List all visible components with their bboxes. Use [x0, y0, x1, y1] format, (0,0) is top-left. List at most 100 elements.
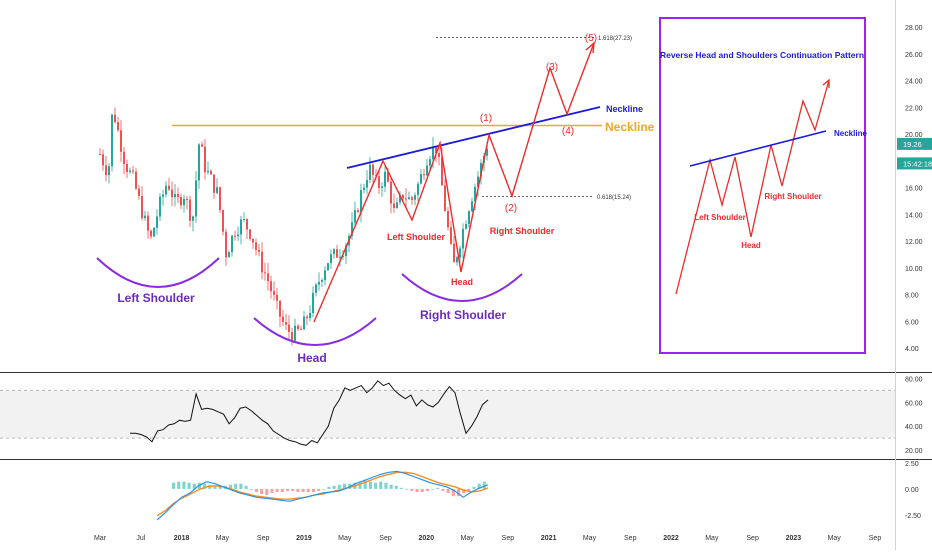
candle-body — [480, 162, 482, 177]
macd-histogram-bar — [317, 488, 321, 491]
candle — [246, 218, 248, 239]
price-tag-bg — [897, 157, 932, 170]
candle — [360, 183, 362, 223]
candle — [102, 149, 104, 171]
candle — [222, 209, 224, 236]
right-shoulder-label: Right Shoulder — [420, 308, 506, 322]
candle-body — [471, 201, 473, 212]
macd-histogram-bar — [456, 488, 461, 497]
blue-neckline[interactable] — [346, 106, 601, 169]
candle-body — [264, 272, 266, 274]
candle — [444, 178, 446, 212]
candle-body — [204, 146, 206, 173]
macd-histogram-bar — [472, 486, 476, 489]
candle — [339, 249, 341, 267]
candle-body — [135, 171, 137, 189]
candle-body — [435, 147, 437, 154]
price-axis[interactable]: 28.0026.0024.0022.0020.0018.0016.0014.00… — [897, 25, 932, 520]
candle — [174, 184, 176, 207]
candle-body — [189, 199, 191, 221]
time-tick-label: 2020 — [419, 535, 435, 542]
candle-body — [363, 187, 365, 190]
candle-body — [258, 249, 260, 252]
candle — [192, 215, 194, 232]
candle-body — [468, 211, 470, 225]
candle-body — [420, 174, 422, 184]
candle — [459, 245, 461, 263]
candle-body — [219, 187, 221, 211]
candle — [213, 174, 215, 199]
candle-body — [198, 144, 200, 181]
macd-histogram-bar — [265, 488, 269, 496]
candle-body — [165, 185, 167, 195]
candle-body — [450, 227, 452, 244]
wave-5-label: (5) — [585, 33, 597, 44]
rsi-band — [0, 390, 895, 439]
price-tick-label: 6.00 — [905, 319, 919, 326]
time-tick-label: 2019 — [296, 535, 312, 542]
candle-body — [342, 256, 344, 258]
macd-histogram-bar — [374, 482, 378, 489]
inset-neckline-label: Neckline — [834, 129, 867, 138]
candle — [123, 147, 125, 175]
time-tick-label: May — [460, 535, 474, 542]
pattern-inset: Reverse Head and Shoulders Continuation … — [659, 17, 867, 354]
macd-histogram-bar — [332, 485, 336, 489]
candle-body — [318, 281, 320, 285]
inner-right-shoulder-label: Right Shoulder — [490, 226, 555, 236]
macd-histogram-bar — [192, 483, 196, 489]
candle — [297, 323, 299, 332]
candle-body — [315, 284, 317, 293]
macd-histogram-bar — [177, 481, 181, 489]
candles — [99, 107, 488, 346]
candle-body — [378, 176, 380, 188]
macd-histogram-bar — [322, 488, 326, 490]
candle — [288, 315, 290, 340]
candle — [351, 212, 353, 240]
macd-tick-label: 0.00 — [905, 487, 919, 494]
rsi-pane — [0, 380, 895, 446]
candle — [258, 244, 260, 257]
macd-histogram-bar — [296, 488, 300, 492]
macd-histogram-bar — [405, 488, 409, 490]
candle-body — [159, 196, 161, 217]
time-tick-label: Jul — [136, 535, 145, 542]
price-tick-label: 10.00 — [905, 266, 923, 273]
time-tick-label: Sep — [746, 535, 759, 542]
macd-histogram-bar — [363, 480, 367, 489]
candle — [159, 193, 161, 222]
rsi-tick-label: 20.00 — [905, 448, 923, 455]
time-axis[interactable]: Mar Jul 2018 May Sep 2019 May Sep 2020 May Sep 2021… — [94, 535, 881, 542]
price-tick-label: 22.00 — [905, 105, 923, 112]
time-tick-label: May — [705, 535, 719, 542]
price-tick-label: 12.00 — [905, 239, 923, 246]
macd-histogram-bar — [342, 483, 347, 489]
candle-body — [465, 224, 467, 229]
candle-body — [405, 198, 407, 200]
time-tick-label: Sep — [869, 535, 882, 542]
candle — [423, 168, 425, 181]
candle — [120, 120, 122, 163]
candle — [363, 183, 365, 194]
candle — [153, 226, 155, 237]
candle-body — [138, 188, 140, 196]
macd-histogram-bar — [358, 481, 362, 489]
left-shoulder-curve — [96, 257, 220, 288]
candle-body — [261, 251, 263, 273]
candle — [195, 171, 197, 223]
head-curve — [253, 317, 377, 346]
candle-body — [384, 171, 386, 187]
candle — [135, 168, 137, 191]
candle-body — [387, 171, 389, 182]
candle — [300, 325, 302, 330]
macd-histogram-bar — [203, 483, 207, 489]
time-tick-label: 2018 — [174, 535, 190, 542]
candle-body — [393, 203, 395, 208]
macd-histogram-bar — [182, 481, 186, 489]
wave-4-label: (4) — [562, 126, 574, 137]
candle-body — [411, 197, 413, 200]
candle-body — [288, 324, 290, 332]
macd-histogram-bar — [446, 488, 450, 494]
candle — [201, 141, 203, 147]
macd-histogram-bar — [228, 484, 233, 489]
